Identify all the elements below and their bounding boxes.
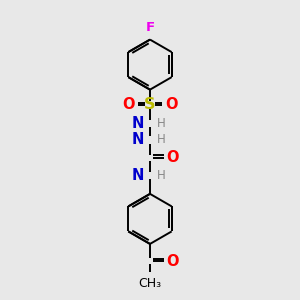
Text: O: O — [123, 98, 135, 112]
Text: S: S — [144, 98, 156, 112]
Text: H: H — [157, 169, 165, 182]
Text: H: H — [157, 133, 165, 146]
Text: H: H — [157, 117, 165, 130]
Text: CH₃: CH₃ — [138, 277, 162, 290]
Text: O: O — [166, 254, 178, 268]
Text: N: N — [131, 132, 143, 147]
Text: N: N — [131, 116, 143, 131]
Text: O: O — [165, 98, 178, 112]
Text: O: O — [166, 150, 178, 165]
Text: N: N — [131, 168, 143, 183]
Text: F: F — [146, 21, 154, 34]
